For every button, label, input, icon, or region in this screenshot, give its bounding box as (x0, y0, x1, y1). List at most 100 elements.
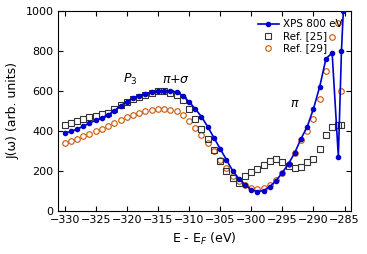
Ref. [25] (286, 164, 291, 167)
Line: Ref. [25]: Ref. [25] (62, 88, 344, 185)
Ref. [29] (131, 113, 135, 116)
XPS 800 eV (131, 97, 135, 100)
XPS 800 eV (62, 132, 67, 135)
XPS 800 eV (324, 57, 328, 60)
Ref. [29] (149, 108, 154, 111)
Ref. [29] (305, 129, 309, 132)
Ref. [29] (280, 171, 284, 174)
XPS 800 eV (199, 115, 204, 118)
Ref. [29] (162, 107, 166, 110)
Ref. [29] (112, 121, 117, 124)
Ref. [29] (336, 21, 341, 24)
Ref. [25] (243, 174, 247, 177)
XPS 800 eV (162, 89, 166, 92)
Ref. [25] (255, 167, 260, 170)
Ref. [29] (137, 111, 141, 114)
Ref. [25] (181, 98, 185, 101)
Ref. [25] (330, 125, 334, 128)
Ref. [29] (181, 114, 185, 117)
Ref. [25] (280, 160, 284, 163)
Ref. [29] (339, 89, 344, 92)
Ref. [25] (230, 176, 235, 179)
Ref. [29] (317, 97, 322, 100)
Ref. [29] (193, 126, 197, 129)
XPS 800 eV (75, 128, 79, 131)
Ref. [29] (156, 107, 160, 110)
Ref. [29] (81, 135, 86, 138)
XPS 800 eV (243, 183, 247, 186)
Ref. [25] (137, 96, 141, 99)
Ref. [25] (125, 100, 129, 103)
XPS 800 eV (341, 9, 345, 12)
XPS 800 eV (317, 85, 322, 88)
XPS 800 eV (168, 90, 172, 93)
Ref. [29] (243, 183, 247, 186)
Ref. [29] (311, 117, 316, 120)
Ref. [29] (187, 120, 191, 123)
XPS 800 eV (305, 125, 309, 128)
Ref. [29] (249, 186, 254, 189)
Ref. [29] (87, 132, 92, 135)
XPS 800 eV (137, 94, 141, 97)
Text: $\pi$+$\sigma$: $\pi$+$\sigma$ (163, 73, 191, 86)
Ref. [29] (94, 130, 98, 133)
Ref. [25] (212, 148, 216, 151)
Ref. [29] (324, 69, 328, 72)
XPS 800 eV (106, 113, 110, 116)
Ref. [29] (286, 162, 291, 165)
Ref. [29] (168, 108, 172, 111)
Legend: XPS 800 eV, Ref. [25], Ref. [29]: XPS 800 eV, Ref. [25], Ref. [29] (255, 16, 346, 57)
XPS 800 eV (187, 100, 191, 103)
Ref. [25] (75, 119, 79, 122)
Ref. [25] (206, 137, 210, 140)
XPS 800 eV (94, 119, 98, 122)
Ref. [25] (193, 117, 197, 120)
XPS 800 eV (311, 107, 316, 110)
Ref. [25] (156, 89, 160, 92)
Ref. [29] (106, 124, 110, 127)
Ref. [25] (292, 166, 297, 169)
XPS 800 eV (156, 89, 160, 92)
Ref. [29] (224, 167, 229, 170)
Line: Ref. [29]: Ref. [29] (62, 20, 344, 192)
Ref. [25] (199, 127, 204, 130)
XPS 800 eV (206, 125, 210, 128)
XPS 800 eV (149, 91, 154, 94)
Ref. [25] (305, 160, 309, 163)
XPS 800 eV (255, 190, 260, 193)
Ref. [29] (274, 178, 278, 181)
XPS 800 eV (336, 155, 341, 158)
XPS 800 eV (249, 188, 254, 191)
Ref. [25] (317, 147, 322, 150)
XPS 800 eV (339, 49, 344, 52)
XPS 800 eV (81, 125, 86, 128)
XPS 800 eV (330, 51, 334, 54)
Ref. [25] (162, 90, 166, 93)
X-axis label: E - E$_F$ (eV): E - E$_F$ (eV) (172, 231, 237, 247)
Ref. [29] (299, 138, 303, 141)
Text: $\pi$: $\pi$ (290, 97, 299, 110)
XPS 800 eV (292, 151, 297, 154)
Ref. [29] (75, 137, 79, 140)
XPS 800 eV (125, 100, 129, 103)
XPS 800 eV (193, 107, 197, 110)
Ref. [29] (255, 187, 260, 190)
Y-axis label: J(ω) (arb. units): J(ω) (arb. units) (7, 62, 20, 159)
Ref. [25] (100, 113, 104, 116)
Ref. [25] (87, 116, 92, 119)
XPS 800 eV (286, 162, 291, 165)
Ref. [25] (268, 159, 272, 162)
XPS 800 eV (119, 104, 123, 107)
Ref. [25] (69, 121, 73, 124)
Ref. [25] (94, 114, 98, 117)
Ref. [25] (131, 98, 135, 101)
Ref. [29] (206, 141, 210, 145)
Ref. [25] (339, 123, 344, 126)
Ref. [29] (218, 158, 222, 161)
Ref. [25] (324, 133, 328, 136)
Ref. [25] (174, 93, 179, 96)
Ref. [29] (268, 183, 272, 186)
Ref. [25] (106, 111, 110, 114)
XPS 800 eV (112, 109, 117, 112)
Text: $P_3$: $P_3$ (123, 72, 137, 87)
